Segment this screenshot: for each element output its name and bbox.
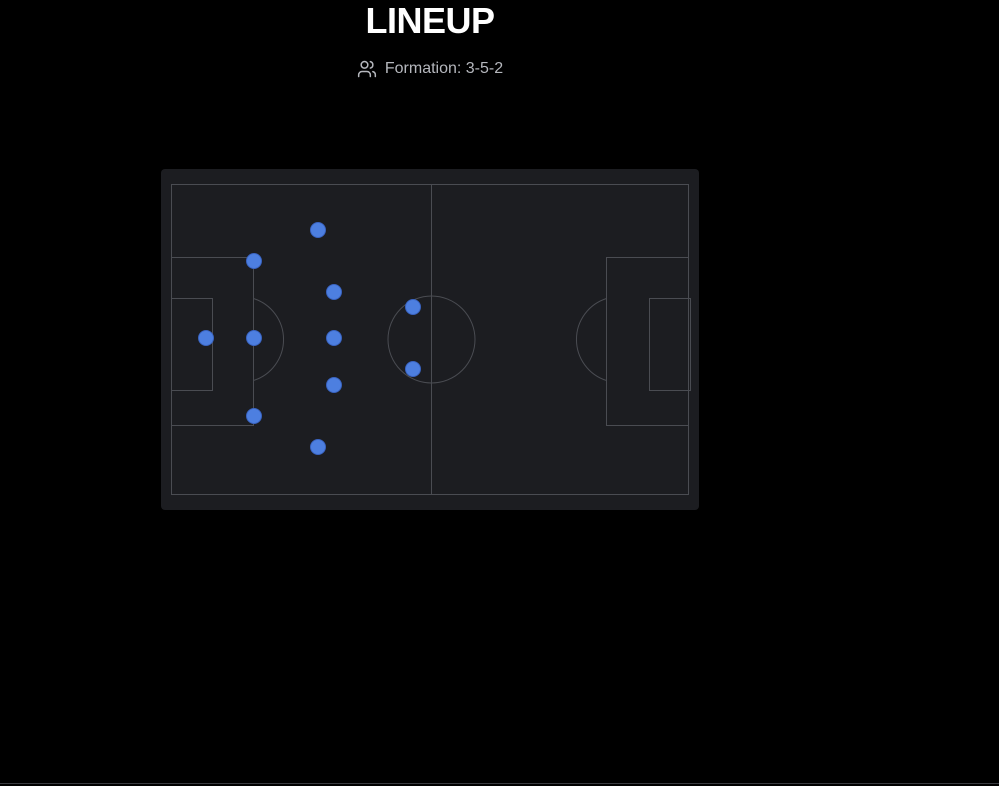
users-icon xyxy=(357,59,377,79)
formation-info: Formation: 3-5-2 xyxy=(330,58,530,80)
right-penalty-area xyxy=(606,257,689,426)
player-marker-midfielder[interactable] xyxy=(326,377,342,393)
player-marker-midfielder[interactable] xyxy=(310,439,326,455)
player-marker-forward[interactable] xyxy=(405,361,421,377)
formation-label: Formation: 3-5-2 xyxy=(384,60,504,77)
player-marker-forward[interactable] xyxy=(405,299,421,315)
player-marker-defender[interactable] xyxy=(246,408,262,424)
pitch-card xyxy=(161,169,699,510)
pitch xyxy=(171,184,691,495)
player-marker-midfielder[interactable] xyxy=(326,330,342,346)
player-marker-defender[interactable] xyxy=(246,330,262,346)
left-penalty-arc xyxy=(253,298,285,381)
bottom-divider xyxy=(0,783,999,784)
player-marker-defender[interactable] xyxy=(246,253,262,269)
right-goal-area xyxy=(649,298,691,391)
right-penalty-arc xyxy=(575,298,607,381)
page-title: LINEUP xyxy=(365,0,495,41)
player-marker-goalkeeper[interactable] xyxy=(198,330,214,346)
center-circle xyxy=(387,295,476,384)
player-marker-midfielder[interactable] xyxy=(326,284,342,300)
player-marker-midfielder[interactable] xyxy=(310,222,326,238)
left-goal-area xyxy=(171,298,213,391)
